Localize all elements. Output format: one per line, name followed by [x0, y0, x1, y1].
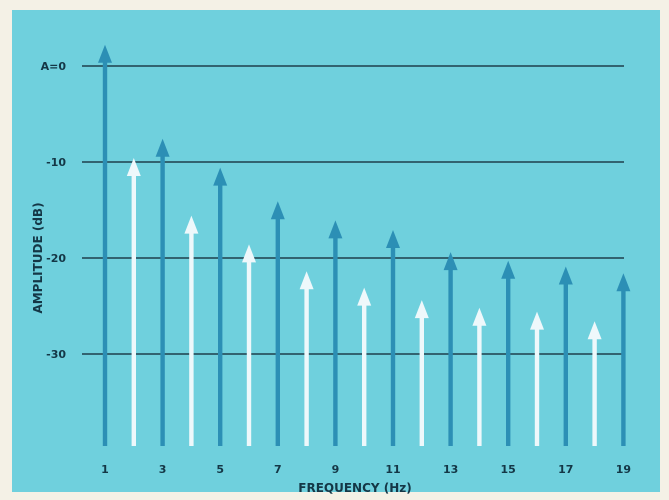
arrow-head [386, 230, 400, 248]
arrow-head [98, 44, 112, 63]
grid-lines [82, 65, 624, 355]
line-stem [333, 234, 338, 446]
x-tick-label: 9 [332, 463, 340, 476]
line-stem [275, 215, 280, 446]
arrow-head [472, 307, 487, 326]
arrow-head [270, 201, 285, 220]
harmonic-line-odd [443, 252, 458, 446]
harmonic-line-even [357, 287, 372, 446]
arrow-head [616, 273, 631, 292]
arrow-head [155, 138, 170, 157]
spectral-lines [98, 44, 631, 447]
x-tick-label: 3 [159, 463, 167, 476]
arrow-head [184, 215, 199, 234]
line-stem [218, 181, 223, 446]
y-tick-labels: A=0 -10 -20 -30 [41, 60, 67, 361]
arrow-head [414, 300, 429, 319]
line-stem [534, 325, 540, 446]
arrow-head [558, 266, 573, 285]
arrow-head [213, 167, 228, 186]
harmonic-line-odd [558, 266, 573, 446]
line-stem [189, 229, 194, 446]
y-tick-label: -20 [46, 252, 66, 265]
line-stem [592, 335, 597, 446]
x-tick-label: 13 [443, 463, 458, 476]
arrow-head [530, 311, 544, 330]
arrow-head [299, 271, 314, 290]
line-stem [621, 287, 626, 446]
line-stem [506, 274, 511, 446]
x-tick-label: 7 [274, 463, 282, 476]
x-axis-label: FREQUENCY (Hz) [298, 481, 412, 495]
harmonic-line-even [242, 244, 256, 446]
line-stem [419, 314, 424, 446]
line-stem [160, 152, 165, 447]
line-stem [390, 244, 396, 446]
harmonic-line-odd [270, 201, 285, 446]
arrow-head [242, 244, 256, 263]
arrow-head [501, 260, 516, 279]
line-stem [362, 301, 367, 446]
line-stem [304, 285, 309, 446]
harmonic-line-odd [501, 260, 516, 446]
x-tick-label: 1 [101, 463, 109, 476]
harmonic-line-odd [616, 273, 631, 446]
harmonic-line-even [472, 307, 487, 446]
harmonic-line-even [184, 215, 199, 446]
line-stem [102, 58, 108, 446]
harmonic-line-even [414, 300, 429, 446]
x-tick-label: 17 [558, 463, 573, 476]
arrow-head [357, 287, 372, 306]
line-stem [477, 321, 482, 446]
harmonic-line-even [530, 311, 544, 446]
harmonic-line-odd [155, 138, 170, 447]
harmonic-line-even [126, 158, 141, 446]
harmonic-line-even [299, 271, 314, 446]
line-stem [246, 258, 252, 446]
arrow-head [443, 252, 458, 271]
arrow-head [126, 158, 141, 176]
harmonic-line-odd [386, 230, 400, 446]
y-tick-label: -10 [46, 156, 66, 169]
harmonic-line-odd [213, 167, 228, 446]
x-tick-label: 11 [385, 463, 400, 476]
line-stem [448, 266, 453, 446]
x-tick-label: 19 [616, 463, 631, 476]
line-stem [563, 280, 568, 446]
y-tick-label: -30 [46, 348, 66, 361]
y-axis-label: AMPLITUDE (dB) [31, 202, 45, 313]
x-tick-labels: 1 3 5 7 9 11 13 15 17 19 [101, 463, 631, 476]
harmonic-line-odd [328, 220, 343, 446]
harmonic-line-even [587, 321, 602, 446]
arrow-head [587, 321, 602, 340]
y-tick-label: A=0 [41, 60, 67, 73]
x-tick-label: 15 [501, 463, 516, 476]
arrow-head [328, 220, 343, 239]
line-stem [131, 172, 136, 446]
x-tick-label: 5 [216, 463, 224, 476]
harmonic-line-odd [98, 44, 112, 446]
